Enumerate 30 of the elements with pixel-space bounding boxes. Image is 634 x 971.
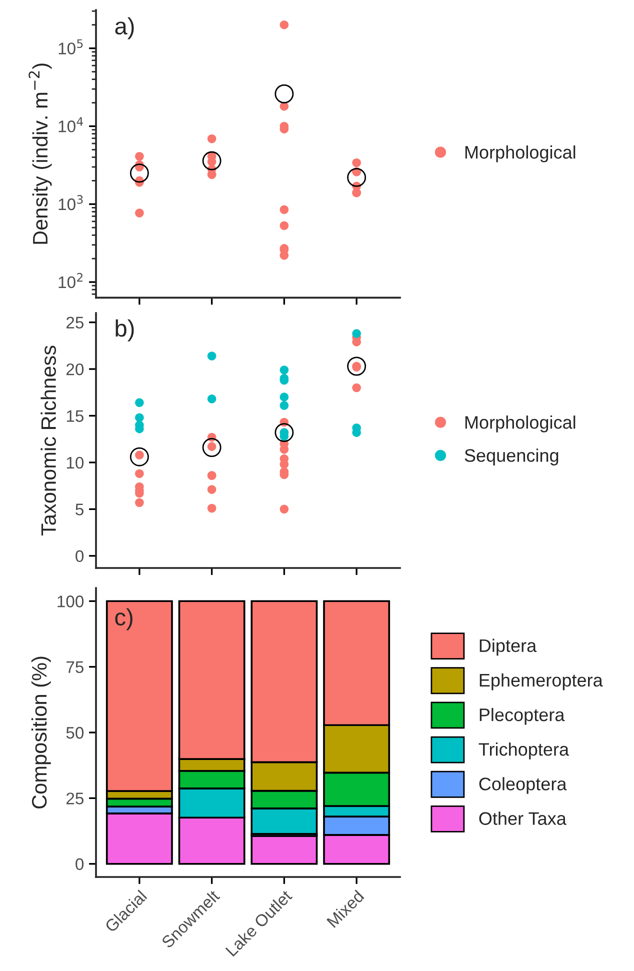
legend-label: Ephemeroptera <box>480 673 603 690</box>
y-tick-label: 25 <box>66 792 84 804</box>
y-axis-title: Taxonomic Richness <box>40 346 56 536</box>
legend-label: Morphological <box>465 416 576 432</box>
annotation: b) <box>116 319 134 342</box>
annotation: a) <box>115 17 134 40</box>
y-tick-label: 5 <box>76 504 84 516</box>
y-tick-label: 0 <box>76 858 84 870</box>
y-axis-title: Density (indiv. m$^{−2}$) <box>28 64 52 244</box>
y-tick-label: 25 <box>66 316 84 329</box>
y-tick-label: 10 <box>66 456 84 469</box>
y-tick-label: 15 <box>66 410 84 422</box>
legend-label: Diptera <box>480 638 537 656</box>
legend-label: Sequencing <box>464 448 558 466</box>
y-tick-label: 10$^{5}$ <box>58 39 83 54</box>
y-axis-title: Composition (%) <box>31 656 51 808</box>
y-tick-label: 10$^{2}$ <box>58 272 82 288</box>
legend-label: Coleoptera <box>479 777 567 794</box>
y-tick-label: 0 <box>76 550 84 562</box>
legend-label: Plecoptera <box>480 708 565 725</box>
y-tick-label: 10$^{3}$ <box>58 195 83 210</box>
legend-label: Trichoptera <box>478 742 570 760</box>
legend-label: Other Taxa <box>479 812 566 825</box>
y-tick-label: 50 <box>66 726 84 739</box>
annotation: c) <box>115 608 132 630</box>
y-tick-label: 10$^{4}$ <box>58 117 83 132</box>
y-tick-label: 100 <box>58 596 84 608</box>
y-tick-label: 20 <box>66 363 84 376</box>
y-tick-label: 75 <box>66 661 84 674</box>
legend-label: Morphological <box>465 145 576 162</box>
